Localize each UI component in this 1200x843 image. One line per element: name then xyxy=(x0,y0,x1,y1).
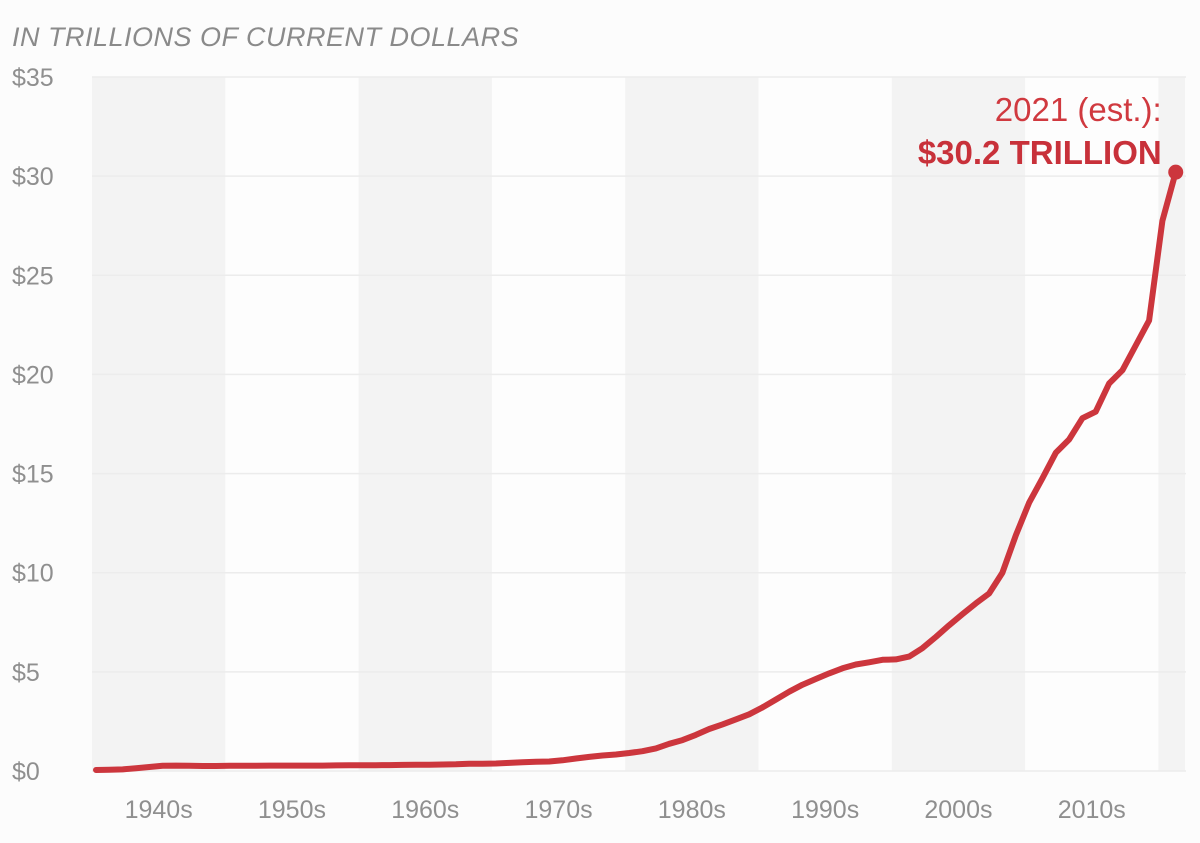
x-tick-label: 1970s xyxy=(524,796,592,824)
decade-band xyxy=(625,77,759,771)
decade-bands xyxy=(92,77,1186,771)
x-tick-label: 1950s xyxy=(258,796,326,824)
y-axis-ticks: $0 $5 $10 $15 $20 $25 $30 $35 xyxy=(12,64,54,786)
y-tick-label: $10 xyxy=(12,560,54,588)
y-tick-label: $15 xyxy=(12,461,54,489)
y-tick-label: $30 xyxy=(12,163,54,191)
x-tick-label: 1980s xyxy=(658,796,726,824)
decade-band xyxy=(891,77,1026,771)
y-tick-label: $0 xyxy=(12,758,40,786)
annotation: 2021 (est.): $30.2 TRILLION xyxy=(918,91,1162,171)
y-tick-label: $25 xyxy=(12,262,54,290)
y-tick-label: $5 xyxy=(12,659,40,687)
series-layer xyxy=(93,164,1184,773)
gridlines xyxy=(92,76,1186,772)
x-tick-label: 2000s xyxy=(924,796,992,824)
endpoint-marker xyxy=(1168,164,1184,180)
x-tick-label: 1990s xyxy=(791,796,859,824)
y-tick-label: $20 xyxy=(12,361,54,389)
decade-band xyxy=(358,77,492,771)
series-line xyxy=(93,169,1179,773)
annotation-year-label: 2021 (est.): xyxy=(995,91,1162,128)
decade-band xyxy=(92,77,226,771)
y-tick-label: $35 xyxy=(12,64,54,92)
x-tick-label: 1940s xyxy=(125,796,193,824)
x-tick-label: 2010s xyxy=(1058,796,1126,824)
chart-subtitle: IN TRILLIONS OF CURRENT DOLLARS xyxy=(12,22,519,52)
annotation-value-label: $30.2 TRILLION xyxy=(918,134,1162,171)
x-tick-label: 1960s xyxy=(391,796,459,824)
x-axis-ticks: 1940s 1950s 1960s 1970s 1980s 1990s 2000s 2010s xyxy=(125,796,1126,824)
